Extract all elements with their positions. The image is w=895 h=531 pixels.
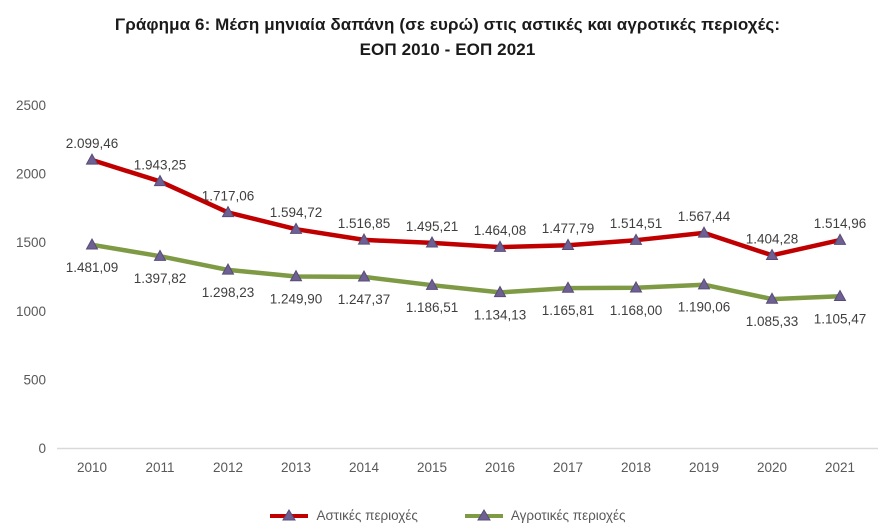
x-axis-tick-label: 2016 <box>485 460 515 475</box>
data-point-marker <box>357 233 371 245</box>
data-point-marker <box>153 249 167 261</box>
chart-title: Γράφημα 6: Μέση μηνιαία δαπάνη (σε ευρώ)… <box>0 12 895 62</box>
data-point-marker <box>833 289 847 302</box>
y-axis-tick-label: 0 <box>38 441 46 456</box>
legend-label-rural: Αγροτικές περιοχές <box>510 508 626 523</box>
chart-legend: Αστικές περιοχές Αγροτικές περιοχές <box>0 508 895 523</box>
y-axis-tick-label: 1500 <box>16 235 46 250</box>
data-point-label: 1.134,13 <box>474 307 527 322</box>
data-point-marker <box>833 233 847 245</box>
y-axis-tick-label: 2000 <box>16 167 46 182</box>
data-point-label: 1.477,79 <box>542 221 595 236</box>
data-point-label: 1.249,90 <box>270 292 323 307</box>
x-axis-tick-label: 2012 <box>213 460 243 475</box>
data-point-marker <box>765 248 779 261</box>
data-point-label: 1.165,81 <box>542 303 595 318</box>
data-point-marker <box>697 277 711 290</box>
x-axis-tick-label: 2019 <box>689 460 719 475</box>
chart-title-line2: ΕΟΠ 2010 - ΕΟΠ 2021 <box>359 40 536 59</box>
data-point-label: 1.567,44 <box>678 209 731 224</box>
legend-label-urban: Αστικές περιοχές <box>316 508 418 523</box>
x-axis-tick-label: 2018 <box>621 460 651 475</box>
data-point-label: 1.404,28 <box>746 231 799 246</box>
data-point-label: 1.594,72 <box>270 205 323 220</box>
data-point-marker <box>425 236 439 248</box>
data-point-label: 1.247,37 <box>338 292 391 307</box>
rural-series-swatch-icon <box>464 508 503 520</box>
data-point-label: 1.168,00 <box>610 303 663 318</box>
data-point-label: 1.186,51 <box>406 300 459 315</box>
legend-item-urban: Αστικές περιοχές <box>269 508 418 523</box>
data-point-marker <box>85 237 99 250</box>
data-point-label: 1.190,06 <box>678 300 731 315</box>
data-point-marker <box>561 238 575 250</box>
data-point-marker <box>629 233 643 245</box>
x-axis-tick-label: 2017 <box>553 460 583 475</box>
data-point-marker <box>493 240 507 252</box>
y-axis-tick-label: 2500 <box>16 98 46 113</box>
x-axis-tick-label: 2011 <box>145 460 174 475</box>
data-point-marker <box>493 285 507 298</box>
data-point-label: 1.514,51 <box>610 216 663 231</box>
data-point-label: 1.085,33 <box>746 314 799 329</box>
chart-title-line1: Γράφημα 6: Μέση μηνιαία δαπάνη (σε ευρώ)… <box>114 15 781 34</box>
data-point-label: 1.481,09 <box>66 260 119 275</box>
x-axis-tick-label: 2021 <box>825 460 855 475</box>
data-point-label: 1.464,08 <box>474 223 527 238</box>
data-point-label: 1.397,82 <box>134 271 187 286</box>
data-point-marker <box>629 280 643 293</box>
x-axis-tick-label: 2015 <box>417 460 447 475</box>
x-axis-tick-label: 2013 <box>281 460 311 475</box>
data-point-marker <box>221 205 235 218</box>
data-point-marker <box>357 270 371 282</box>
data-point-marker <box>289 269 303 282</box>
data-point-label: 1.943,25 <box>134 157 187 172</box>
data-point-marker <box>85 153 99 165</box>
x-axis-tick-label: 2010 <box>77 460 107 475</box>
data-point-label: 1.495,21 <box>406 219 459 234</box>
data-point-marker <box>425 278 439 290</box>
y-axis-tick-label: 1000 <box>16 304 46 319</box>
data-point-marker <box>153 174 167 187</box>
data-point-label: 1.717,06 <box>202 188 255 203</box>
data-point-label: 1.514,96 <box>814 216 867 231</box>
data-point-label: 1.516,85 <box>338 216 391 231</box>
x-axis-tick-label: 2020 <box>757 460 787 475</box>
data-point-marker <box>697 226 711 238</box>
urban-series-swatch-icon <box>270 508 309 520</box>
series-line-rural <box>89 242 843 302</box>
y-axis-tick-label: 500 <box>23 372 46 387</box>
data-point-marker <box>289 222 303 234</box>
legend-item-rural: Αγροτικές περιοχές <box>464 508 626 523</box>
x-axis-tick-label: 2014 <box>349 460 380 475</box>
data-point-marker <box>221 263 235 275</box>
data-point-label: 1.105,47 <box>814 311 867 326</box>
series-line-urban <box>89 157 843 258</box>
data-point-marker <box>765 292 779 304</box>
data-point-marker <box>561 281 575 293</box>
data-point-label: 2.099,46 <box>66 136 119 151</box>
data-point-label: 1.298,23 <box>202 285 255 300</box>
